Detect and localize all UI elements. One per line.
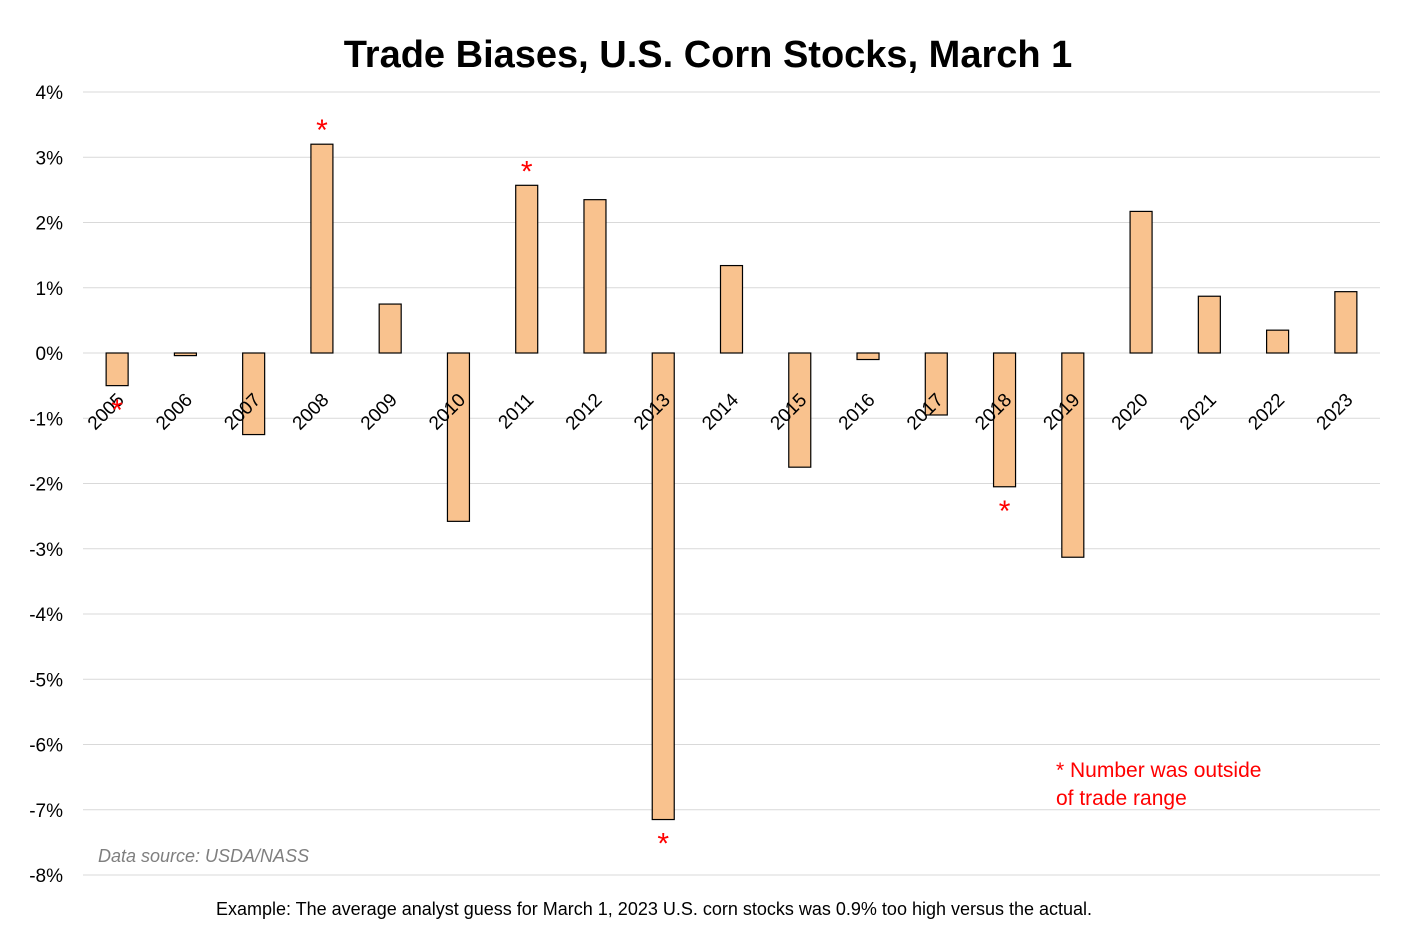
bar-2008	[310, 143, 334, 354]
bars	[105, 143, 1358, 821]
x-tick-label-2014: 2014	[698, 389, 743, 434]
bar-2017	[924, 352, 948, 416]
bar-2012	[583, 199, 607, 354]
outside-range-legend: * Number was outside of trade range	[1056, 757, 1261, 813]
bar-2005	[105, 352, 129, 387]
x-tick-label-2023: 2023	[1313, 390, 1358, 435]
bar-2006	[173, 352, 197, 357]
bar-2009	[378, 303, 402, 354]
y-tick-label: 3%	[36, 148, 64, 169]
x-tick-label-2011: 2011	[495, 390, 539, 434]
x-axis-tick-labels: 2005 2006 2007 2008 2009 2010 2011 2012 2013 2014…	[84, 389, 1357, 434]
chart-title: Trade Biases, U.S. Corn Stocks, March 1	[343, 34, 1073, 76]
y-tick-label: 2%	[36, 214, 64, 235]
x-tick-label-2006: 2006	[152, 390, 197, 435]
bar-2020	[1129, 210, 1153, 354]
y-tick-label: -6%	[29, 736, 63, 757]
x-tick-label-2012: 2012	[562, 390, 607, 435]
y-tick-label: -8%	[29, 866, 63, 887]
y-axis-tick-labels: 4% 3% 2% 1% 0% -1% -2% -3% -4% -5% -6% -7% -8%	[29, 83, 63, 887]
x-tick-label-2016: 2016	[835, 390, 880, 435]
outside-range-marker-2011: *	[521, 155, 533, 188]
outside-range-markers: * * * * *	[111, 114, 1010, 860]
x-tick-label-2009: 2009	[357, 390, 402, 435]
data-source-note: Data source: USDA/NASS	[98, 846, 310, 866]
y-tick-label: 1%	[36, 279, 64, 300]
bar-2021	[1197, 295, 1221, 354]
x-tick-label-2021: 2021	[1176, 390, 1221, 435]
y-tick-label: -7%	[29, 801, 63, 822]
legend-line-2: of trade range	[1056, 787, 1187, 810]
x-tick-label-2020: 2020	[1108, 390, 1153, 435]
bar-2007	[242, 352, 266, 436]
outside-range-marker-2013: *	[657, 828, 669, 861]
y-tick-label: -3%	[29, 540, 63, 561]
bar-2014	[719, 264, 744, 354]
bar-2016	[856, 352, 880, 361]
bar-2022	[1266, 329, 1290, 354]
outside-range-marker-2018: *	[999, 495, 1011, 528]
bar-2013	[651, 352, 675, 821]
bar-2018	[992, 352, 1017, 488]
outside-range-marker-2008: *	[316, 114, 328, 147]
outside-range-marker-2005: *	[111, 394, 123, 427]
bar-2023	[1334, 291, 1358, 354]
x-tick-label-2022: 2022	[1244, 390, 1289, 435]
legend-line-1: * Number was outside	[1056, 759, 1262, 782]
gridlines	[83, 91, 1380, 876]
y-tick-label: -5%	[29, 670, 63, 691]
y-tick-label: -4%	[29, 605, 63, 626]
bar-2010	[446, 352, 471, 522]
x-tick-label-2008: 2008	[289, 390, 334, 435]
y-tick-label: 4%	[36, 83, 64, 104]
bar-2011	[515, 184, 539, 354]
y-tick-label: 0%	[36, 344, 64, 365]
y-tick-label: -2%	[29, 475, 63, 496]
example-footnote: Example: The average analyst guess for M…	[215, 899, 1093, 919]
bar-2015	[788, 352, 812, 468]
y-tick-label: -1%	[29, 409, 63, 430]
bar-2019	[1061, 352, 1085, 558]
